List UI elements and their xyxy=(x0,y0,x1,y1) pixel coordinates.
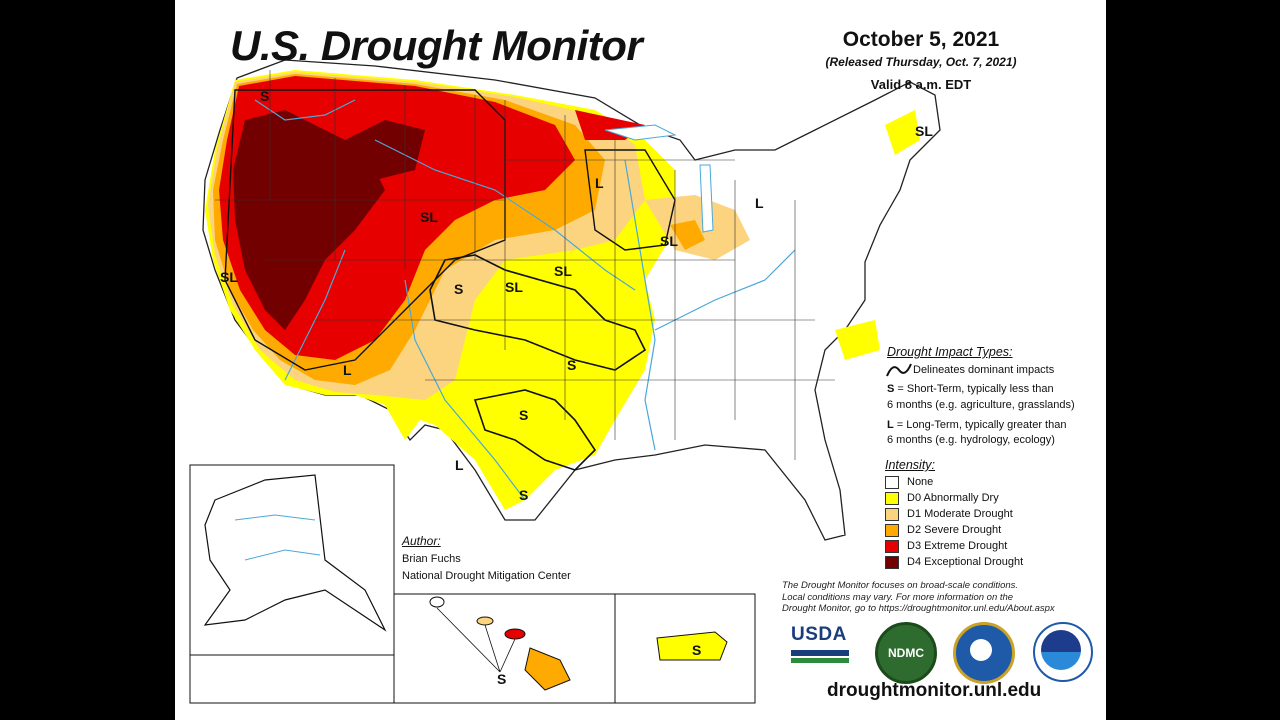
intensity-heading: Intensity: xyxy=(885,458,936,472)
impact-line-plains xyxy=(429,254,647,371)
long-term-line1: L = Long-Term, typically greater than xyxy=(887,419,1066,431)
intensity-d1: D1 Moderate Drought xyxy=(885,507,1013,521)
short-term-text: = Short-Term, typically less than xyxy=(894,383,1054,395)
label-ks-sl: SL xyxy=(505,279,523,295)
label-me-sl: SL xyxy=(915,123,933,139)
swatch-d0 xyxy=(885,491,899,505)
author-heading: Author: xyxy=(402,534,441,548)
commerce-seal-logo xyxy=(953,622,1015,684)
impact-line-tx xyxy=(473,389,597,471)
impact-types-heading: Drought Impact Types: xyxy=(887,345,1013,359)
short-term-line1: S = Short-Term, typically less than xyxy=(887,383,1054,395)
d2-wi xyxy=(670,220,705,250)
ndmc-logo-text: NDMC xyxy=(888,646,924,660)
label-co-s: S xyxy=(454,281,463,297)
impact-line-legend-icon xyxy=(886,363,912,377)
lake-michigan xyxy=(699,164,714,233)
drought-monitor-page: S SL SL L L SL SL S SL L S S L S SL S S … xyxy=(175,0,1106,720)
ndmc-logo: NDMC xyxy=(875,622,937,684)
swatch-none xyxy=(885,475,899,489)
river-missouri xyxy=(374,139,636,291)
label-pr-s: S xyxy=(692,642,701,658)
intensity-none: None xyxy=(885,475,933,489)
map-date: October 5, 2021 xyxy=(842,28,1000,51)
d0-northeast xyxy=(885,110,920,155)
label-wi-sl: SL xyxy=(660,233,678,249)
disclaimer-line3[interactable]: Drought Monitor, go to https://droughtmo… xyxy=(782,603,1055,614)
long-term-line2: 6 months (e.g. hydrology, ecology) xyxy=(887,434,1055,446)
intensity-d4: D4 Exceptional Drought xyxy=(885,555,1023,569)
state-borders xyxy=(215,70,835,460)
short-term-line2: 6 months (e.g. agriculture, grasslands) xyxy=(887,399,1075,411)
disclaimer-line1: The Drought Monitor focuses on broad-sca… xyxy=(782,580,1019,591)
noaa-logo xyxy=(1033,622,1093,682)
intensity-d4-label: D4 Exceptional Drought xyxy=(907,556,1024,568)
usda-logo: USDA xyxy=(791,624,849,670)
swatch-d2 xyxy=(885,523,899,537)
noaa-logo-inner xyxy=(1041,630,1081,670)
drought-map: S SL SL L L SL SL S SL L S S L S SL S S xyxy=(189,59,941,704)
page-title: U.S. Drought Monitor xyxy=(230,22,643,69)
valid-time: Valid 8 a.m. EDT xyxy=(870,77,972,92)
intensity-d1-label: D1 Moderate Drought xyxy=(907,508,1013,520)
usda-logo-text: USDA xyxy=(791,624,847,645)
hawaii-inset xyxy=(393,593,616,704)
label-mt-sl: SL xyxy=(420,209,438,225)
swatch-d4 xyxy=(885,555,899,569)
swatch-d1 xyxy=(885,507,899,521)
pr-shape xyxy=(656,631,728,661)
website-url[interactable]: droughtmonitor.unl.edu xyxy=(827,680,1042,701)
author-name: Brian Fuchs xyxy=(402,553,461,565)
label-tx-s2: S xyxy=(519,487,528,503)
label-mi-l: L xyxy=(755,195,764,211)
intensity-d2-label: D2 Severe Drought xyxy=(907,524,1002,536)
long-term-key: L xyxy=(887,419,894,431)
label-az-l: L xyxy=(343,362,352,378)
river-mississippi xyxy=(624,159,656,451)
label-ne-sl: SL xyxy=(554,263,572,279)
hawaii-big-island xyxy=(524,647,571,691)
label-tx-s: S xyxy=(519,407,528,423)
disclaimer-line2: Local conditions may vary. For more info… xyxy=(782,591,1014,603)
label-mn-l: L xyxy=(595,175,604,191)
hawaii-pointer-lines xyxy=(436,607,516,673)
hawaii-maui xyxy=(504,628,526,640)
alaska-shape xyxy=(203,474,387,632)
river-ohio xyxy=(654,249,796,331)
d0-nc xyxy=(835,320,880,360)
hawaii-oahu xyxy=(476,616,494,626)
label-ca-sl: SL xyxy=(220,269,238,285)
label-ok-s: S xyxy=(567,357,576,373)
released-date: (Released Thursday, Oct. 7, 2021) xyxy=(825,55,1017,69)
intensity-d0: D0 Abnormally Dry xyxy=(885,491,999,505)
label-tx-l: L xyxy=(455,457,464,473)
intensity-d3-label: D3 Extreme Drought xyxy=(907,540,1008,552)
swatch-d3 xyxy=(885,539,899,553)
impact-line-midwest xyxy=(584,149,676,251)
intensity-d2: D2 Severe Drought xyxy=(885,523,1001,537)
author-org: National Drought Mitigation Center xyxy=(402,570,571,582)
impact-line-west xyxy=(224,89,506,371)
hawaii-kauai xyxy=(429,596,445,608)
intensity-d0-label: D0 Abnormally Dry xyxy=(907,492,999,504)
short-term-key: S xyxy=(887,383,895,395)
lake-superior xyxy=(604,124,677,141)
intensity-d3: D3 Extreme Drought xyxy=(885,539,1007,553)
d4-region xyxy=(233,110,385,330)
alaska-rivers xyxy=(234,514,321,561)
label-hi-s: S xyxy=(497,671,506,687)
label-wa-s: S xyxy=(260,88,269,104)
usda-logo-wave2 xyxy=(791,658,849,663)
impact-line-desc: Delineates dominant impacts xyxy=(913,364,1055,376)
commerce-seal-inner xyxy=(970,639,992,661)
usda-logo-wave xyxy=(791,650,849,656)
long-term-text: = Long-Term, typically greater than xyxy=(893,419,1067,431)
disclaimer: The Drought Monitor focuses on broad-sca… xyxy=(782,580,1102,615)
intensity-none-label: None xyxy=(907,476,934,488)
